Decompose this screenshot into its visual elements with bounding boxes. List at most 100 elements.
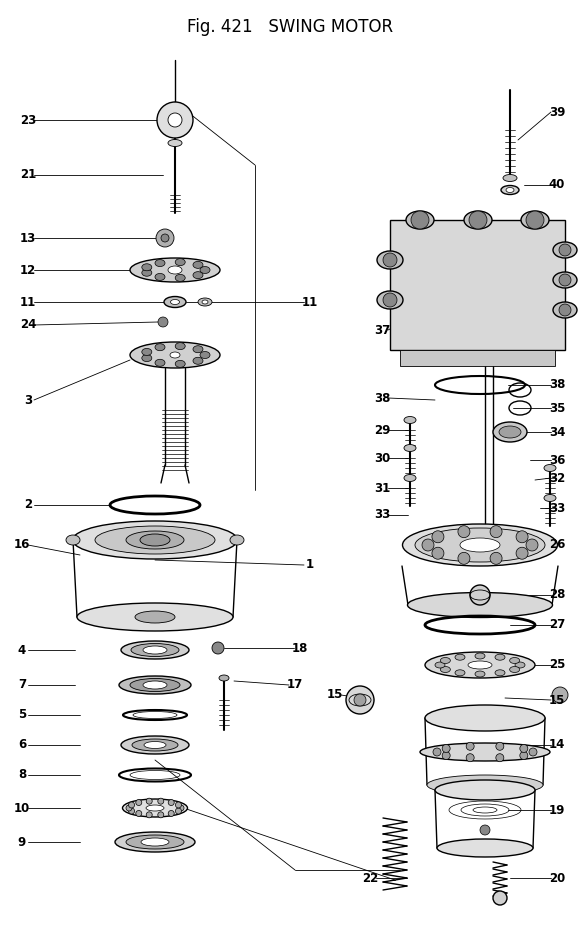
- Ellipse shape: [202, 300, 208, 304]
- Circle shape: [178, 805, 184, 811]
- Ellipse shape: [155, 344, 165, 351]
- Circle shape: [526, 211, 544, 229]
- Text: 26: 26: [549, 539, 565, 552]
- Text: 13: 13: [20, 231, 36, 244]
- Text: 16: 16: [14, 539, 30, 552]
- Circle shape: [559, 304, 571, 316]
- Ellipse shape: [142, 264, 152, 271]
- Circle shape: [432, 531, 444, 542]
- Ellipse shape: [495, 654, 505, 660]
- Text: 24: 24: [20, 319, 36, 332]
- Ellipse shape: [130, 258, 220, 282]
- Ellipse shape: [200, 352, 210, 358]
- Circle shape: [156, 229, 174, 247]
- Circle shape: [496, 743, 504, 750]
- Circle shape: [552, 687, 568, 703]
- Text: 1: 1: [306, 558, 314, 572]
- Ellipse shape: [135, 611, 175, 623]
- Ellipse shape: [132, 739, 178, 751]
- Ellipse shape: [131, 644, 179, 656]
- Ellipse shape: [440, 657, 450, 664]
- Ellipse shape: [506, 187, 514, 193]
- Ellipse shape: [230, 535, 244, 545]
- Circle shape: [466, 754, 474, 761]
- Circle shape: [354, 694, 366, 706]
- Text: 12: 12: [20, 263, 36, 276]
- Ellipse shape: [175, 343, 185, 350]
- Ellipse shape: [440, 666, 450, 672]
- Circle shape: [432, 547, 444, 559]
- Ellipse shape: [425, 652, 535, 678]
- Ellipse shape: [193, 346, 203, 352]
- Ellipse shape: [510, 666, 520, 672]
- Ellipse shape: [126, 835, 184, 849]
- Ellipse shape: [122, 799, 187, 817]
- Circle shape: [493, 891, 507, 905]
- Ellipse shape: [404, 475, 416, 481]
- Ellipse shape: [140, 534, 170, 546]
- Ellipse shape: [415, 528, 545, 562]
- Ellipse shape: [455, 654, 465, 660]
- Circle shape: [469, 211, 487, 229]
- Ellipse shape: [475, 671, 485, 677]
- Ellipse shape: [72, 521, 237, 559]
- Circle shape: [516, 547, 528, 559]
- Text: 33: 33: [549, 502, 565, 514]
- Ellipse shape: [544, 464, 556, 472]
- Ellipse shape: [171, 300, 179, 305]
- Circle shape: [496, 754, 504, 761]
- Circle shape: [212, 642, 224, 654]
- Ellipse shape: [155, 259, 165, 267]
- Circle shape: [168, 800, 174, 806]
- Text: 27: 27: [549, 619, 565, 632]
- Text: 28: 28: [549, 588, 565, 602]
- Text: 21: 21: [20, 168, 36, 181]
- Ellipse shape: [143, 681, 167, 689]
- Ellipse shape: [427, 775, 543, 795]
- Ellipse shape: [77, 603, 233, 631]
- Ellipse shape: [499, 426, 521, 438]
- Ellipse shape: [142, 269, 152, 276]
- Text: 35: 35: [549, 401, 565, 415]
- Ellipse shape: [515, 662, 525, 668]
- Text: 39: 39: [549, 105, 565, 118]
- Ellipse shape: [475, 653, 485, 659]
- Circle shape: [433, 748, 441, 756]
- Ellipse shape: [544, 494, 556, 502]
- Ellipse shape: [175, 360, 185, 368]
- Ellipse shape: [404, 445, 416, 451]
- Text: 3: 3: [24, 394, 32, 406]
- Circle shape: [411, 211, 429, 229]
- Bar: [390, 220, 565, 350]
- Circle shape: [146, 798, 152, 805]
- Circle shape: [129, 802, 135, 808]
- Circle shape: [136, 810, 142, 817]
- Text: 29: 29: [374, 424, 390, 436]
- Text: 11: 11: [20, 295, 36, 308]
- Ellipse shape: [404, 416, 416, 424]
- Circle shape: [458, 553, 470, 564]
- Text: 6: 6: [18, 739, 26, 751]
- Circle shape: [346, 686, 374, 714]
- Text: 5: 5: [18, 709, 26, 722]
- Ellipse shape: [464, 211, 492, 229]
- Circle shape: [146, 812, 152, 818]
- Circle shape: [490, 525, 502, 538]
- Ellipse shape: [553, 302, 577, 318]
- Ellipse shape: [377, 251, 403, 269]
- Ellipse shape: [200, 267, 210, 274]
- Ellipse shape: [175, 274, 185, 281]
- Circle shape: [158, 317, 168, 327]
- Text: 15: 15: [549, 694, 565, 707]
- Text: 7: 7: [18, 679, 26, 692]
- Ellipse shape: [193, 272, 203, 278]
- Circle shape: [422, 539, 434, 551]
- Ellipse shape: [219, 675, 229, 681]
- Ellipse shape: [121, 736, 189, 754]
- Ellipse shape: [143, 646, 167, 654]
- Text: 22: 22: [362, 871, 378, 885]
- Ellipse shape: [468, 661, 492, 669]
- Text: Fig. 421   SWING MOTOR: Fig. 421 SWING MOTOR: [187, 18, 393, 36]
- Text: 38: 38: [374, 391, 390, 404]
- Ellipse shape: [168, 266, 182, 274]
